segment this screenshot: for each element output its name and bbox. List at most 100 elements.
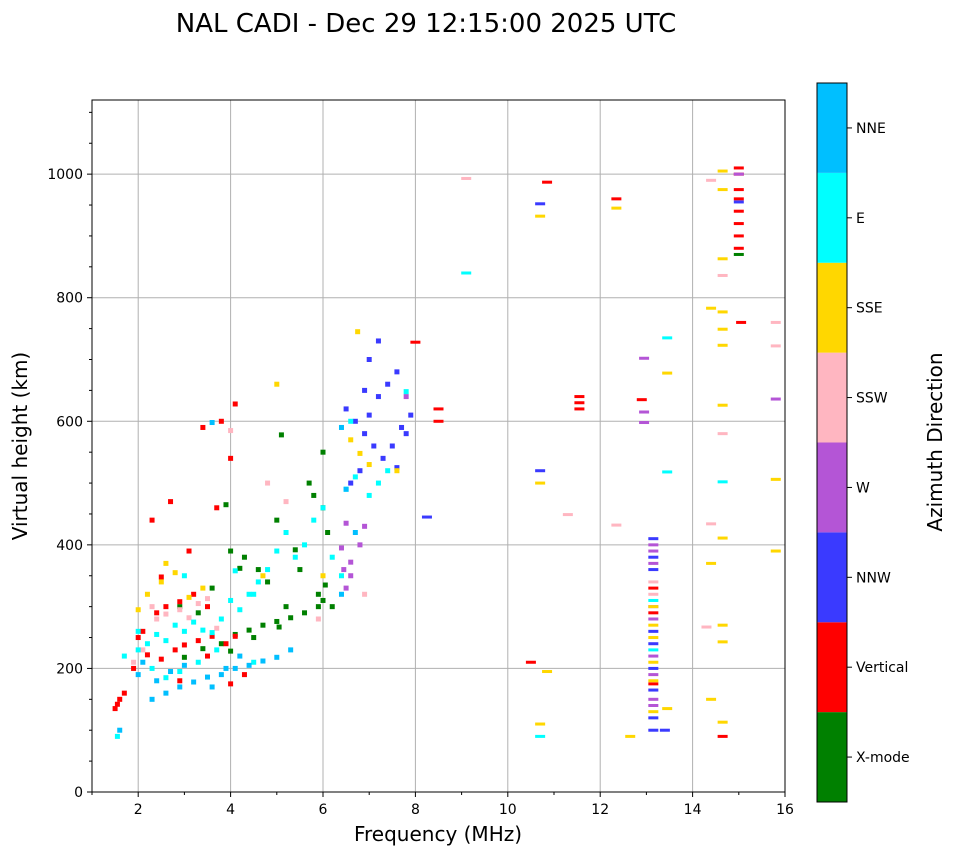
data-point-e	[375, 480, 381, 486]
data-point-sse	[717, 536, 728, 540]
data-point-nnw	[362, 431, 368, 437]
data-point-sse	[717, 327, 728, 331]
data-point-vertical	[154, 610, 160, 616]
data-point-sse	[770, 477, 781, 481]
data-point-e	[648, 598, 659, 602]
colorbar: X-mode Vertical NNW W SSW SSE E NNE	[816, 82, 910, 803]
data-point-e	[255, 579, 261, 585]
colorbar-label-e: E	[856, 211, 865, 227]
data-point-vertical	[177, 599, 183, 605]
data-point-nnw	[648, 728, 659, 732]
data-point-ssw	[717, 432, 728, 436]
data-point-w	[348, 559, 354, 565]
data-point-w	[403, 394, 409, 400]
data-point-x-mode	[297, 567, 303, 573]
data-point-nnw	[352, 418, 358, 424]
plot-frame	[91, 99, 786, 793]
data-point-vertical	[733, 246, 744, 250]
data-point-x-mode	[306, 480, 312, 486]
data-point-vertical	[232, 633, 238, 639]
data-point-e	[385, 468, 391, 474]
data-point-w	[362, 523, 368, 529]
y-tick-label: 200	[56, 661, 83, 677]
data-point-sse	[717, 403, 728, 407]
colorbar-label-nne: NNE	[856, 121, 886, 137]
data-point-w	[648, 543, 659, 547]
data-point-w	[341, 567, 347, 573]
data-point-e	[246, 591, 252, 597]
data-point-nnw	[366, 412, 372, 418]
data-point-ssw	[706, 522, 717, 526]
data-point-sse	[662, 707, 673, 711]
data-point-x-mode	[302, 610, 308, 616]
data-point-nnw	[348, 480, 354, 486]
data-point-e	[172, 622, 178, 628]
data-point-e	[274, 548, 280, 554]
data-point-e	[181, 628, 187, 634]
data-point-w	[648, 704, 659, 707]
y-axis-label: Virtual height (km)	[8, 352, 32, 541]
data-point-vertical	[121, 690, 127, 696]
data-point-x-mode	[223, 502, 229, 508]
data-point-vertical	[433, 419, 444, 423]
data-point-sse	[366, 462, 372, 468]
colorbar-label-sse: SSE	[856, 301, 883, 317]
data-point-nne	[274, 654, 280, 660]
colorbar-swatch-e	[817, 172, 847, 263]
data-point-nne	[288, 647, 294, 653]
colorbar-label-x-mode: X-mode	[856, 750, 910, 766]
data-point-e	[195, 659, 201, 665]
data-point-ssw	[163, 611, 169, 617]
x-tick-label: 6	[319, 802, 328, 818]
data-point-nne	[205, 674, 210, 680]
colorbar-swatch-w	[817, 442, 847, 533]
data-point-nnw	[394, 465, 400, 471]
data-point-e	[200, 627, 206, 633]
data-point-nne	[149, 696, 155, 702]
data-point-x-mode	[265, 579, 271, 585]
data-point-e	[662, 336, 673, 340]
data-point-nne	[260, 658, 266, 664]
data-point-nnw	[394, 369, 400, 375]
data-point-w	[348, 573, 354, 579]
data-point-w	[357, 542, 363, 548]
data-point-nnw	[648, 688, 659, 692]
data-point-x-mode	[311, 492, 317, 498]
data-point-x-mode	[320, 597, 326, 603]
data-point-nne	[117, 727, 123, 733]
colorbar-label-w: W	[856, 480, 870, 496]
data-point-nnw	[648, 568, 659, 572]
data-point-sse	[648, 623, 659, 627]
plot-background	[92, 100, 785, 792]
data-point-vertical	[574, 407, 585, 411]
data-point-sse	[717, 720, 728, 724]
data-point-nne	[181, 662, 187, 668]
data-point-w	[639, 421, 650, 425]
data-point-vertical	[177, 678, 183, 684]
data-point-vertical	[112, 706, 118, 712]
data-point-nne	[352, 530, 358, 535]
data-point-w	[648, 549, 659, 553]
colorbar-label-ssw: SSW	[856, 391, 888, 407]
data-point-nne	[209, 684, 215, 690]
data-point-sse	[717, 169, 728, 173]
data-point-ssw	[770, 344, 781, 348]
data-point-nne	[209, 420, 215, 426]
data-point-e	[265, 567, 271, 573]
data-point-vertical	[218, 418, 224, 424]
data-point-nnw	[371, 443, 377, 449]
data-point-nnw	[375, 338, 381, 344]
data-point-x-mode	[228, 548, 234, 554]
data-point-nnw	[357, 468, 363, 474]
data-point-e	[232, 568, 238, 574]
data-point-nne	[338, 424, 344, 430]
data-point-sse	[320, 573, 326, 579]
y-axis-ticks: 0 200 400 600 800 1000	[47, 111, 92, 801]
data-point-x-mode	[195, 610, 201, 616]
data-point-vertical	[144, 652, 150, 658]
data-point-x-mode	[325, 530, 331, 535]
data-point-w	[343, 585, 349, 591]
data-point-x-mode	[320, 449, 326, 455]
data-point-vertical	[232, 401, 238, 407]
data-point-e	[338, 573, 344, 579]
